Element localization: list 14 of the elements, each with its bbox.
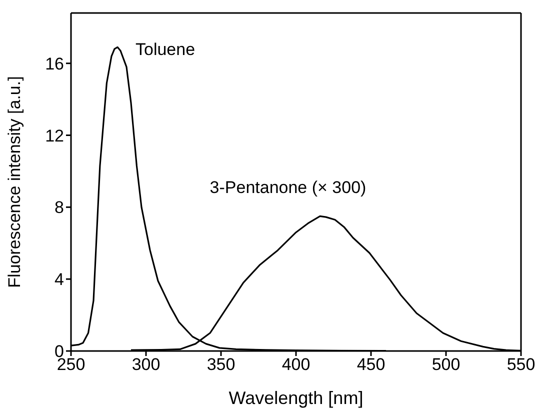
series-label: Toluene xyxy=(136,40,196,60)
y-tick-label: 16 xyxy=(45,54,64,74)
text: 3-Pentanone (× 300) xyxy=(210,178,366,198)
x-tick-label: 450 xyxy=(356,355,386,374)
x-tick-label: 400 xyxy=(282,355,310,374)
x-tick-label: 500 xyxy=(432,355,460,374)
x-tick-label: 350 xyxy=(206,355,236,374)
y-tick-label: 12 xyxy=(45,126,64,146)
x-axis-title: Wavelength [nm] xyxy=(228,388,364,408)
y-tick-label: 8 xyxy=(54,198,64,218)
x-tick-label: 300 xyxy=(132,355,160,374)
y-tick-label: 4 xyxy=(54,270,64,290)
x-tick-label: 550 xyxy=(506,355,536,374)
y-axis-title: Fluorescence intensity [a.u.] xyxy=(5,76,24,288)
